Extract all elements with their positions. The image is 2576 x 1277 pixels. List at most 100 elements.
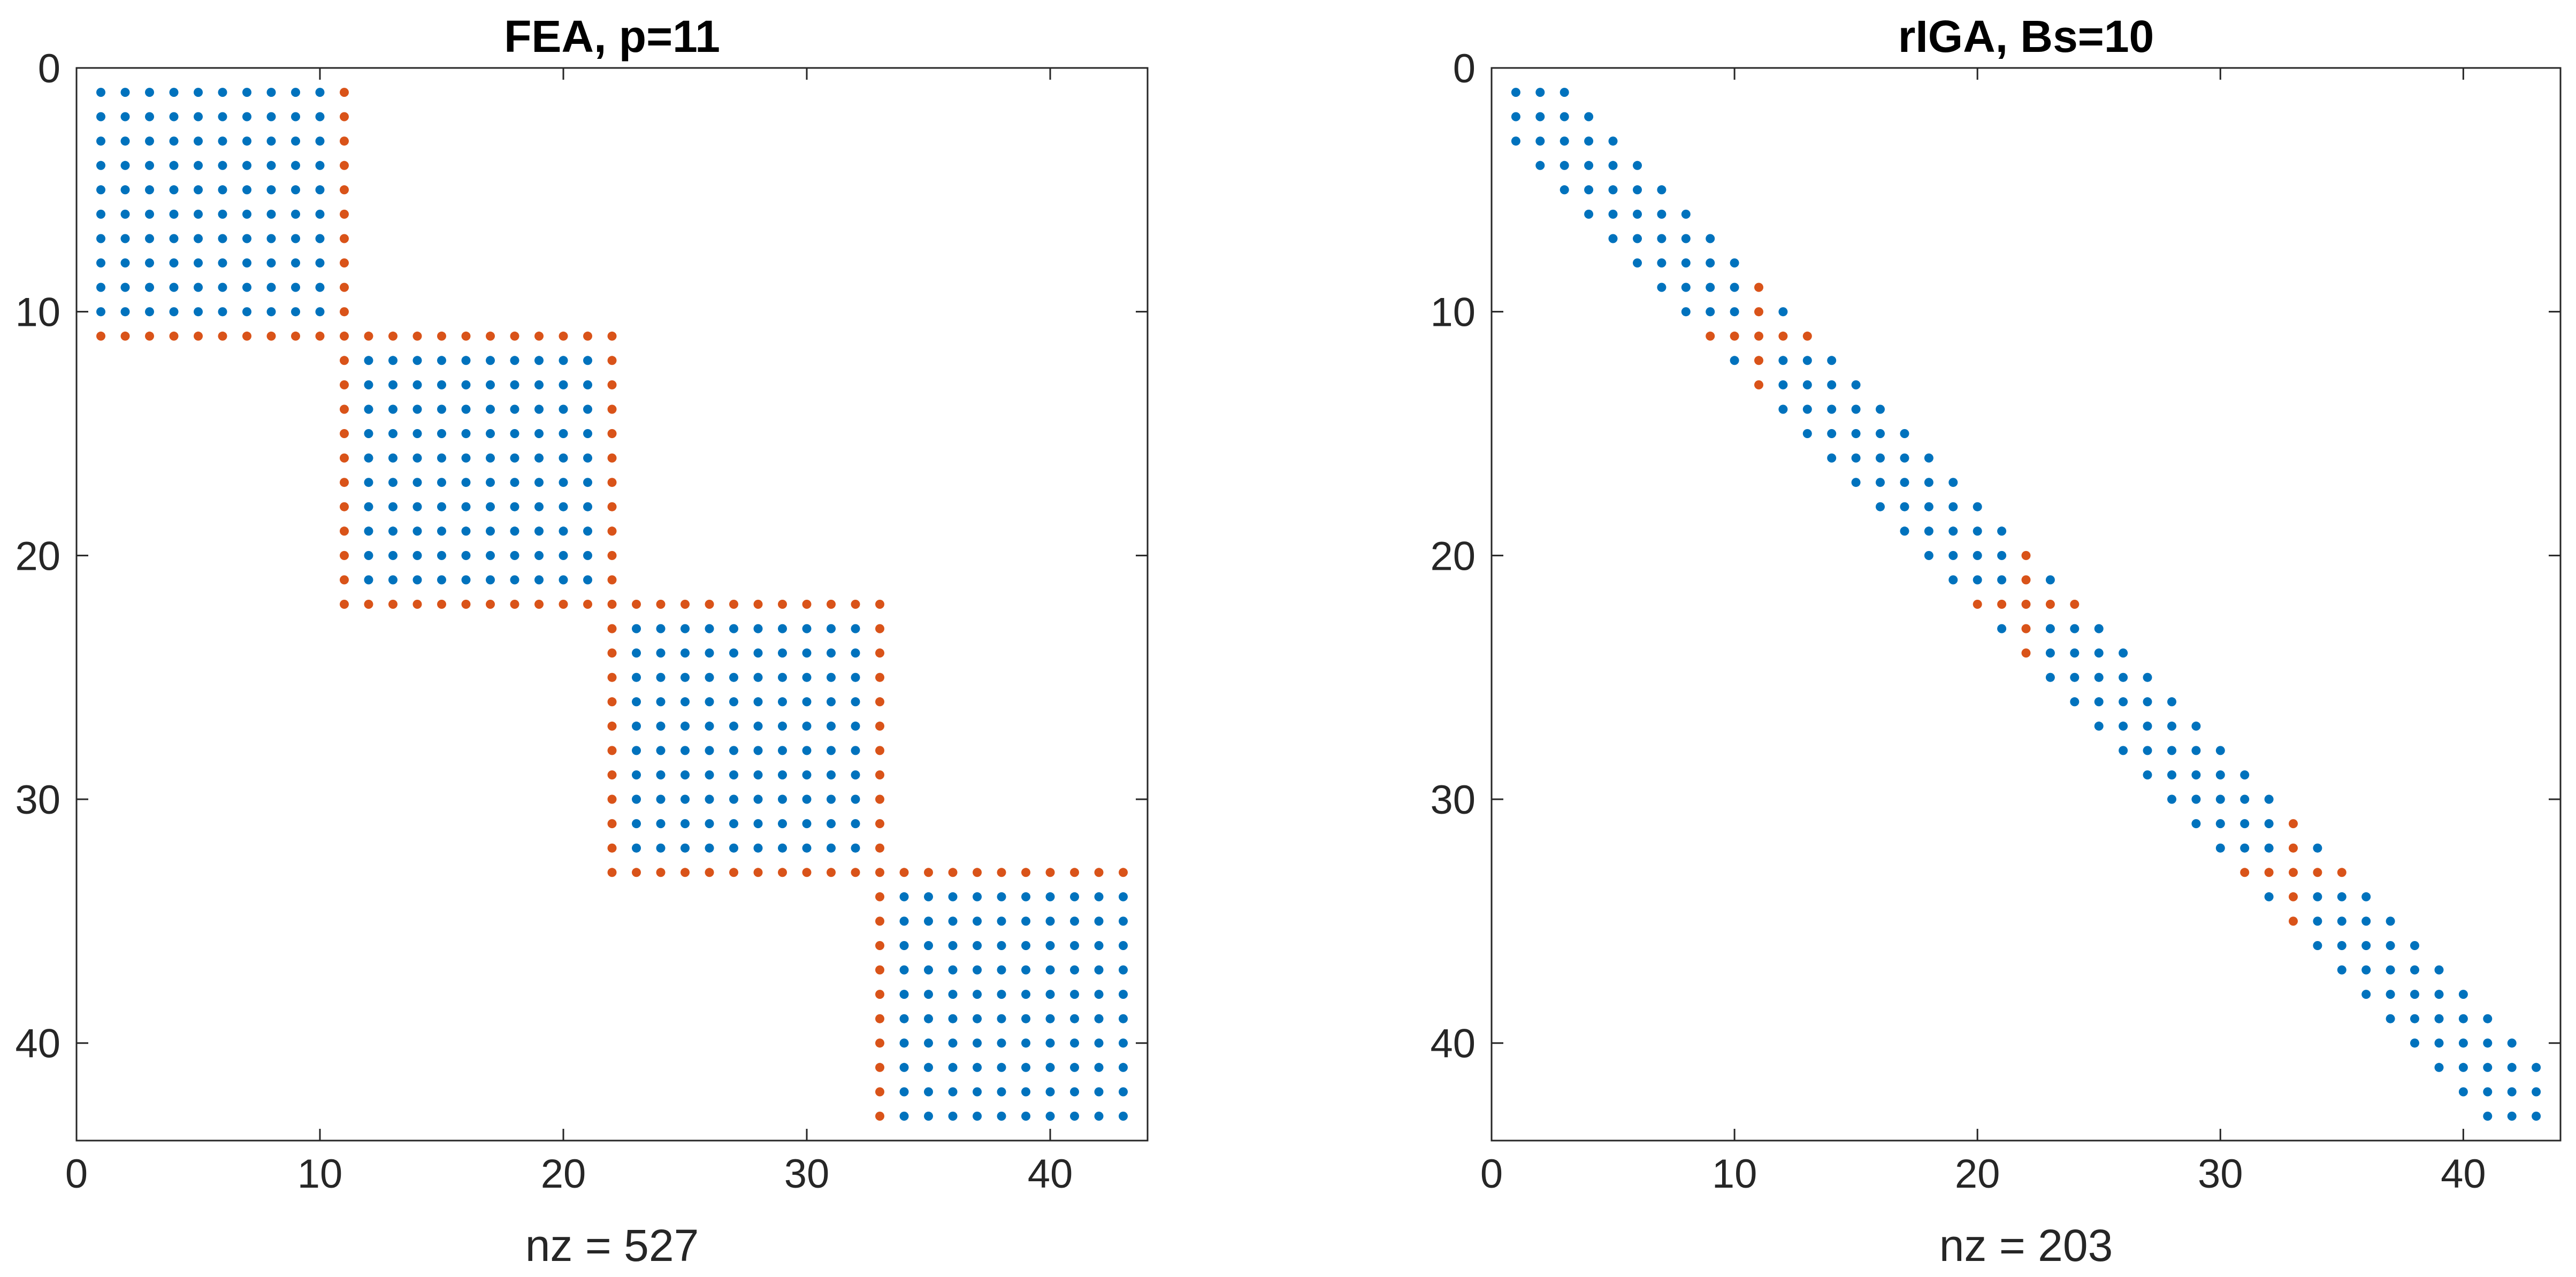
right-y-tick-label: 20: [1430, 533, 1476, 579]
left-point-interior: [632, 843, 641, 853]
left-point-interface: [973, 868, 982, 877]
right-point-interior: [1948, 550, 1958, 560]
right-point-interior: [1706, 307, 1715, 317]
left-point-interior: [96, 112, 105, 121]
left-point-interface: [607, 502, 617, 511]
left-point-interface: [802, 868, 812, 877]
left-point-interior: [583, 429, 592, 438]
left-point-interior: [437, 453, 446, 463]
left-x-tick-label: 0: [65, 1151, 88, 1197]
left-point-interface: [486, 600, 495, 609]
right-point-interior: [1997, 624, 2007, 633]
left-point-interior: [583, 380, 592, 389]
left-point-interior: [194, 112, 203, 121]
left-point-interior: [729, 624, 738, 633]
left-point-interior: [997, 965, 1006, 975]
left-point-interface: [340, 600, 349, 609]
right-point-interior: [2361, 990, 2371, 999]
left-point-interior: [486, 478, 495, 487]
right-spy-plot: rIGA, Bs=10 nz = 203 0 10 20 30 40 0 10 20 30 40: [1430, 11, 2562, 1271]
left-point-interior: [120, 185, 130, 195]
right-point-interior: [2410, 941, 2419, 950]
right-point-interior: [1973, 550, 1982, 560]
left-point-interface: [875, 770, 884, 779]
right-point-interior: [1681, 258, 1691, 267]
left-point-interior: [510, 380, 519, 389]
right-axes-frame: [1490, 67, 2562, 1142]
right-point-interior: [2386, 965, 2395, 975]
left-y-tick-label: 20: [15, 533, 60, 579]
right-point-interface: [2021, 550, 2031, 560]
left-point-interface: [388, 331, 398, 341]
left-point-interior: [851, 648, 860, 658]
right-point-interior: [2070, 624, 2080, 633]
left-point-interior: [315, 160, 325, 170]
left-point-interior: [412, 575, 422, 585]
left-point-interior: [997, 1062, 1006, 1072]
right-point-interior: [1827, 380, 1837, 389]
right-point-interior: [2167, 746, 2176, 755]
left-point-interior: [291, 136, 300, 146]
left-point-interior: [656, 819, 666, 829]
left-point-interior: [1045, 1111, 1055, 1121]
right-y-tick-label: 0: [1453, 46, 1476, 91]
left-y-tick-label: 40: [15, 1021, 60, 1067]
right-point-interior: [2191, 794, 2201, 804]
left-point-interior: [461, 380, 471, 389]
left-point-interior: [681, 624, 690, 633]
left-point-interior: [534, 380, 544, 389]
right-point-interior: [2045, 624, 2055, 633]
left-point-interior: [753, 697, 763, 707]
left-point-interior: [145, 160, 154, 170]
left-point-interior: [169, 307, 179, 317]
right-point-interior: [2070, 672, 2080, 682]
left-point-interface: [729, 868, 738, 877]
left-point-interface: [1070, 868, 1079, 877]
left-point-interior: [169, 160, 179, 170]
left-point-interior: [194, 282, 203, 292]
right-point-interior: [1608, 185, 1618, 195]
left-point-interior: [559, 453, 568, 463]
left-point-interior: [120, 88, 130, 97]
right-point-interior: [1876, 502, 1885, 511]
left-point-interior: [218, 88, 227, 97]
left-point-interior: [388, 429, 398, 438]
left-point-interior: [997, 990, 1006, 999]
left-point-interior: [534, 550, 544, 560]
left-point-interior: [218, 136, 227, 146]
left-point-interior: [120, 282, 130, 292]
right-point-interior: [2045, 672, 2055, 682]
right-point-interior: [2045, 648, 2055, 658]
left-point-interior: [632, 819, 641, 829]
right-y-tick-label: 30: [1430, 777, 1476, 823]
left-point-interface: [607, 550, 617, 560]
right-point-interface: [2289, 843, 2298, 853]
left-point-interior: [194, 185, 203, 195]
right-point-interior: [2483, 1062, 2493, 1072]
left-point-interior: [534, 453, 544, 463]
left-point-interior: [1021, 1038, 1030, 1048]
left-point-interior: [583, 550, 592, 560]
left-point-interior: [96, 258, 105, 267]
left-axes-frame: [75, 67, 1149, 1142]
left-point-interior: [559, 526, 568, 536]
left-point-interface: [266, 331, 276, 341]
left-point-interior: [1094, 965, 1104, 975]
left-point-interface: [875, 746, 884, 755]
right-point-interior: [2337, 941, 2346, 950]
left-point-interior: [437, 380, 446, 389]
left-point-interior: [802, 648, 812, 658]
left-point-interface: [388, 600, 398, 609]
left-point-interior: [486, 380, 495, 389]
right-point-interior: [1633, 258, 1642, 267]
right-point-interior: [2361, 892, 2371, 901]
right-point-interface: [1754, 307, 1763, 317]
left-point-interior: [1119, 1038, 1128, 1048]
right-point-interior: [1681, 307, 1691, 317]
right-point-interior: [1924, 453, 1933, 463]
left-point-interior: [899, 1014, 909, 1023]
left-point-interior: [1119, 892, 1128, 901]
left-point-interior: [778, 843, 787, 853]
left-point-interior: [924, 1038, 933, 1048]
left-point-interface: [681, 868, 690, 877]
